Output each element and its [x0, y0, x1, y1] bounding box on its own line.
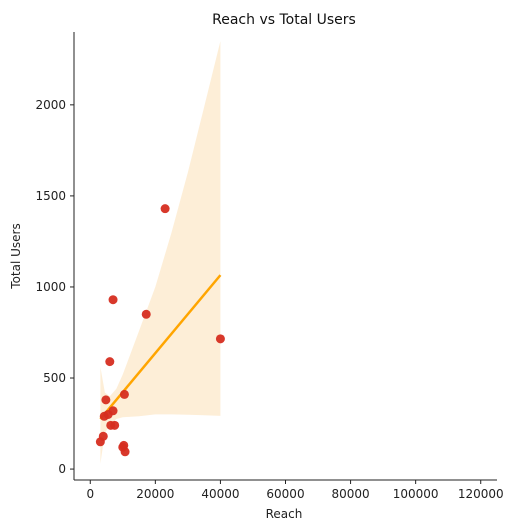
confidence-band [100, 41, 221, 464]
scatter-point-16 [160, 204, 170, 214]
y-ticks: 0 500 1000 1500 2000 [35, 98, 74, 476]
scatter-point-10 [110, 420, 120, 430]
y-axis-label: Total Users [9, 223, 23, 289]
y-tick-label-2000: 2000 [35, 98, 66, 112]
x-tick-label-20000: 20000 [136, 487, 174, 501]
chart-title: Reach vs Total Users [212, 12, 356, 28]
y-tick-label-1000: 1000 [35, 280, 66, 294]
y-tick-label-500: 500 [43, 371, 66, 385]
y-tick-label-0: 0 [58, 462, 66, 476]
x-axis-label: Reach [266, 507, 303, 521]
scatter-point-4 [101, 395, 111, 405]
x-tick-label-0: 0 [86, 487, 94, 501]
x-tick-label-120000: 120000 [458, 487, 504, 501]
y-tick-label-1500: 1500 [35, 189, 66, 203]
x-tick-label-60000: 60000 [266, 487, 304, 501]
scatter-point-13 [119, 389, 129, 399]
confidence-band-area [100, 41, 221, 464]
x-tick-label-80000: 80000 [331, 487, 369, 501]
scatter-point-17 [215, 334, 225, 344]
x-ticks: 0 20000 40000 60000 80000 100000 120000 [86, 480, 504, 501]
scatter-point-15 [141, 309, 151, 319]
scatter-point-9 [108, 295, 118, 305]
scatter-points [95, 204, 225, 457]
scatter-point-14 [120, 447, 130, 457]
x-tick-label-100000: 100000 [393, 487, 439, 501]
x-tick-label-40000: 40000 [201, 487, 239, 501]
scatter-point-2 [98, 431, 108, 441]
scatter-point-6 [105, 357, 115, 367]
scatter-point-8 [108, 406, 118, 416]
